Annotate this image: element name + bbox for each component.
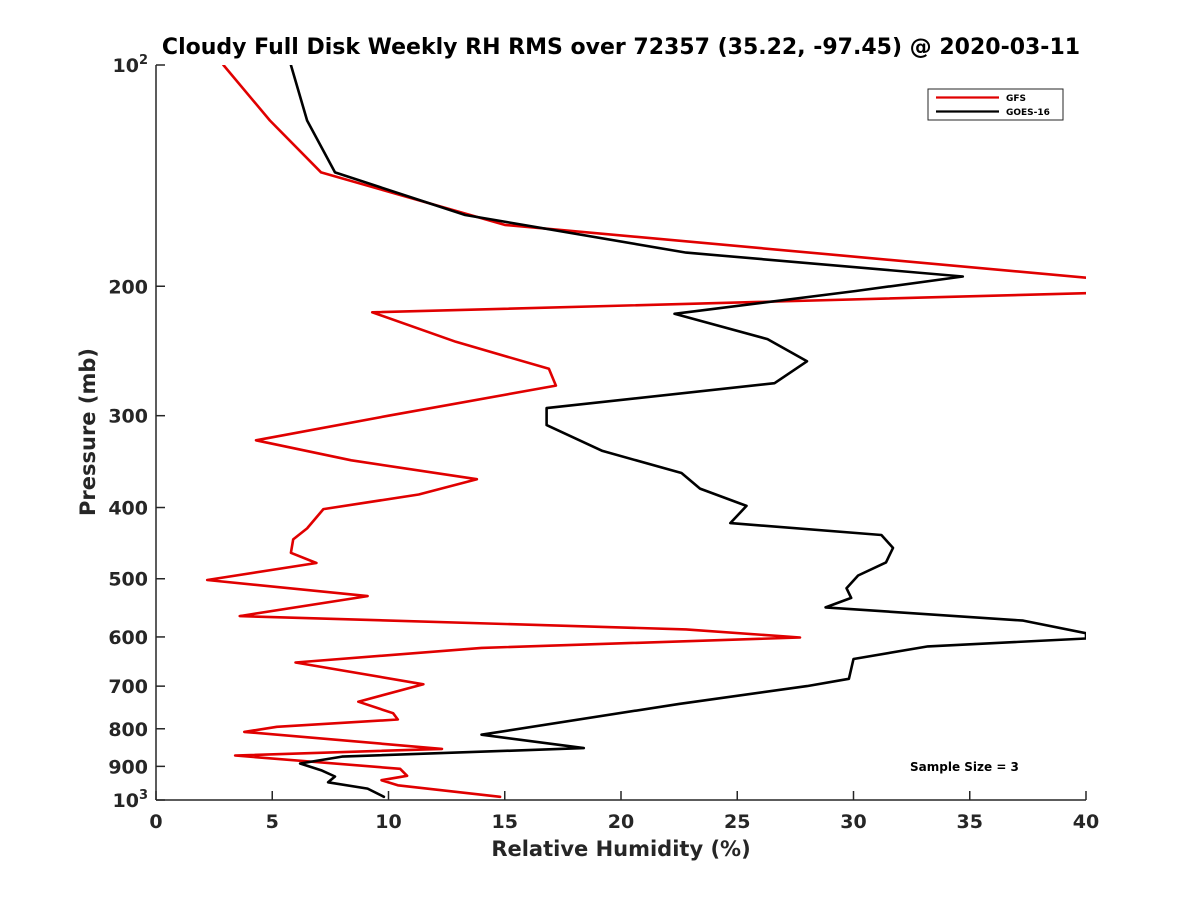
y-tick-label: 800 — [108, 719, 148, 741]
chart-title: Cloudy Full Disk Weekly RH RMS over 7235… — [162, 35, 1080, 60]
x-tick-label: 35 — [957, 811, 983, 833]
x-tick-label: 25 — [724, 811, 750, 833]
y-tick-label: 103 — [113, 788, 149, 812]
x-tick-label: 30 — [840, 811, 866, 833]
x-tick-label: 5 — [266, 811, 279, 833]
series-line-goes-16 — [289, 65, 1086, 799]
legend: GFS GOES-16 — [927, 88, 1064, 121]
x-ticks: 0 5 10 15 20 25 30 35 40 — [149, 791, 1099, 833]
y-tick-label: 200 — [108, 276, 148, 298]
legend-label-gfs: GFS — [1006, 94, 1026, 104]
y-axis-title: Pressure (mb) — [76, 348, 100, 516]
x-tick-label: 10 — [375, 811, 401, 833]
y-tick-label: 600 — [108, 627, 148, 649]
y-tick-label: 900 — [108, 756, 148, 778]
x-tick-label: 15 — [492, 811, 518, 833]
legend-label-goes-16: GOES-16 — [1006, 108, 1050, 118]
y-tick-label: 300 — [108, 406, 148, 428]
series-layer — [205, 65, 1086, 799]
x-axis-title: Relative Humidity (%) — [491, 837, 750, 861]
y-tick-label: 102 — [113, 53, 149, 77]
y-tick-label: 500 — [108, 569, 148, 591]
series-line-gfs — [205, 65, 1086, 799]
legend-box — [927, 88, 1064, 121]
y-ticks: 102 200 300 400 500 600 700 800 900 103 — [108, 53, 165, 812]
x-tick-label: 20 — [608, 811, 634, 833]
y-tick-label: 700 — [108, 676, 148, 698]
sample-size-annotation: Sample Size = 3 — [910, 760, 1019, 774]
y-tick-label: 400 — [108, 498, 148, 520]
x-tick-label: 40 — [1073, 811, 1099, 833]
x-tick-label: 0 — [149, 811, 162, 833]
